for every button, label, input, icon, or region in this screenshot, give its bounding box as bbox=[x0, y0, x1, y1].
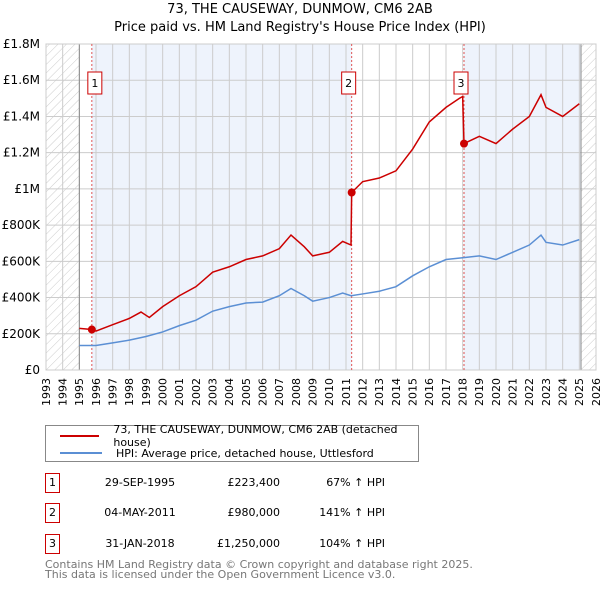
transaction-hpi: 104% ↑ HPI bbox=[319, 537, 385, 550]
y-tick-label: £600K bbox=[2, 254, 42, 268]
x-tick-label: 2021 bbox=[507, 378, 520, 406]
transaction-number: 2 bbox=[45, 503, 60, 523]
x-tick-label: 2000 bbox=[157, 378, 170, 406]
x-tick-label: 1993 bbox=[40, 378, 53, 406]
sale-label-text: 3 bbox=[458, 77, 465, 90]
plot-frame bbox=[45, 43, 597, 371]
transaction-hpi: 67% ↑ HPI bbox=[326, 476, 385, 489]
transaction-price: £223,400 bbox=[227, 476, 281, 489]
transaction-price: £980,000 bbox=[227, 506, 281, 519]
property-price-line bbox=[79, 92, 580, 332]
hpi-line bbox=[79, 233, 580, 347]
legend-label-hpi: HPI: Average price, detached house, Uttl… bbox=[116, 446, 374, 460]
transaction-date: 29-SEP-1995 bbox=[104, 476, 176, 489]
legend-swatch-property bbox=[60, 435, 100, 437]
sale-label-box bbox=[87, 71, 103, 95]
y-tick-label: £1.4M bbox=[3, 109, 40, 123]
footer: Contains HM Land Registry data © Crown c… bbox=[45, 558, 473, 581]
x-tick-label: 2016 bbox=[423, 378, 436, 406]
hatched-region-after-data bbox=[581, 44, 596, 370]
x-tick-label: 2008 bbox=[290, 378, 303, 406]
x-tick-label: 2019 bbox=[473, 378, 486, 406]
x-tick-label: 2010 bbox=[323, 378, 336, 406]
transaction-date: 31-JAN-2018 bbox=[105, 537, 175, 550]
x-tick-label: 2006 bbox=[257, 378, 270, 406]
x-tick-label: 1995 bbox=[73, 378, 86, 406]
x-tick-label: 2002 bbox=[190, 378, 203, 406]
sale-point bbox=[460, 139, 468, 148]
y-tick-label: £1M bbox=[14, 182, 40, 196]
x-tick-label: 2023 bbox=[540, 378, 553, 406]
legend-item-hpi: HPI: Average price, detached house, Uttl… bbox=[60, 445, 374, 461]
sale-label-box bbox=[341, 71, 357, 95]
x-tick-label: 1996 bbox=[90, 378, 103, 406]
transaction-row: 2 04-MAY-2011 £980,000 141% ↑ HPI bbox=[45, 503, 445, 523]
x-tick-label: 2024 bbox=[557, 378, 570, 406]
footer-copyright: Contains HM Land Registry data © Crown c… bbox=[45, 558, 473, 571]
sale-label-text: 1 bbox=[91, 77, 98, 90]
legend-label-property: 73, THE CAUSEWAY, DUNMOW, CM6 2AB (detac… bbox=[113, 423, 398, 449]
x-tick-label: 2004 bbox=[223, 378, 236, 406]
transaction-price: £1,250,000 bbox=[217, 537, 280, 550]
x-tick-label: 2022 bbox=[523, 378, 536, 406]
price-chart: 1993 1994 1995 1996 1997 1998 1999 2000 2001 2002… bbox=[2, 37, 600, 406]
transaction-date: 04-MAY-2011 bbox=[104, 506, 176, 519]
x-tick-label: 1994 bbox=[57, 378, 70, 406]
y-tick-label: £200K bbox=[2, 327, 42, 341]
transaction-hpi: 141% ↑ HPI bbox=[319, 506, 385, 519]
x-tick-label: 2001 bbox=[173, 378, 186, 406]
x-tick-label: 2026 bbox=[590, 378, 600, 406]
transaction-number: 1 bbox=[45, 473, 60, 493]
y-tick-label: £1.2M bbox=[3, 146, 40, 160]
y-tick-label: £800K bbox=[2, 218, 42, 232]
legend-item-property: 73, THE CAUSEWAY, DUNMOW, CM6 2AB (detac… bbox=[60, 423, 418, 449]
transaction-row: 3 31-JAN-2018 £1,250,000 104% ↑ HPI bbox=[45, 534, 445, 554]
footer-licence: This data is licensed under the Open Gov… bbox=[45, 568, 396, 581]
x-tick-label: 2017 bbox=[440, 378, 453, 406]
x-tick-label: 2007 bbox=[273, 378, 286, 406]
x-tick-label: 2020 bbox=[490, 378, 503, 406]
sale-point bbox=[347, 188, 356, 197]
x-tick-label: 2015 bbox=[407, 378, 420, 406]
x-tick-label: 2011 bbox=[340, 378, 353, 406]
x-tick-label: 1999 bbox=[140, 378, 153, 406]
x-tick-label: 2025 bbox=[573, 378, 586, 406]
x-tick-label: 2003 bbox=[207, 378, 220, 406]
x-tick-label: 1998 bbox=[123, 378, 136, 406]
chart-subtitle: Price paid vs. HM Land Registry's House … bbox=[114, 20, 486, 35]
x-tick-label: 2014 bbox=[390, 378, 403, 406]
transaction-number: 3 bbox=[45, 534, 60, 554]
x-tick-label: 1997 bbox=[107, 378, 120, 406]
y-tick-label: £1.6M bbox=[3, 73, 40, 87]
y-tick-label: £400K bbox=[2, 291, 42, 305]
sale-point bbox=[87, 325, 96, 334]
sale-label-text: 2 bbox=[345, 77, 352, 90]
x-tick-label: 2005 bbox=[240, 378, 253, 406]
transaction-row: 1 29-SEP-1995 £223,400 67% ↑ HPI bbox=[45, 473, 445, 493]
x-tick-label: 2012 bbox=[357, 378, 370, 406]
sale-label-box bbox=[453, 71, 469, 95]
x-tick-label: 2009 bbox=[307, 378, 320, 406]
chart-title: 73, THE CAUSEWAY, DUNMOW, CM6 2AB bbox=[167, 2, 433, 17]
y-tick-label: £0 bbox=[25, 363, 40, 377]
x-tick-label: 2013 bbox=[373, 378, 386, 406]
legend-swatch-hpi bbox=[60, 452, 102, 454]
shaded-ownership-period bbox=[464, 44, 581, 370]
y-tick-label: £1.8M bbox=[3, 37, 40, 51]
legend: 73, THE CAUSEWAY, DUNMOW, CM6 2AB (detac… bbox=[45, 423, 419, 462]
x-tick-label: 2018 bbox=[457, 378, 470, 406]
